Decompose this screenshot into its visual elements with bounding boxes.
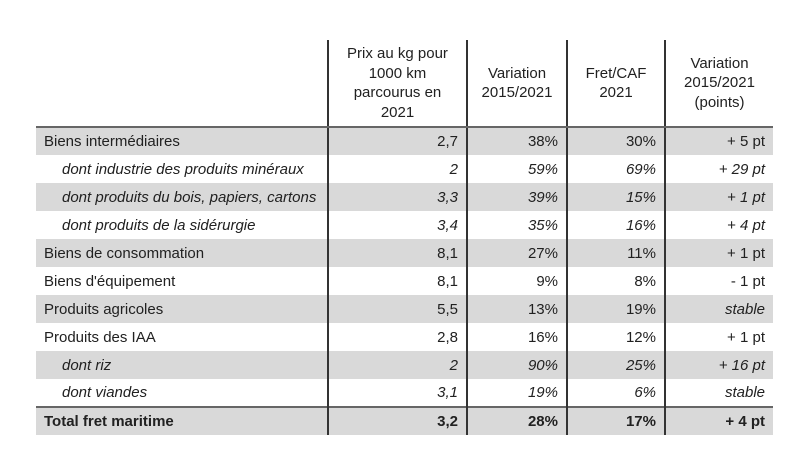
cell-points: stable: [664, 379, 773, 407]
cell-prix: 8,1: [327, 239, 467, 267]
table-row: Biens de consommation 8,1 27% 11% + 1 pt: [36, 239, 773, 267]
row-label: dont viandes: [62, 384, 148, 401]
cell-prix: 2,8: [327, 323, 467, 351]
row-label: Produits des IAA: [44, 328, 156, 346]
table-row: dont viandes 3,1 19% 6% stable: [36, 379, 773, 407]
cell-fret: 6%: [566, 379, 665, 407]
cell-variation: 27%: [466, 239, 567, 267]
cell-variation: 16%: [466, 323, 567, 351]
header-row: Prix au kg pour 1000 km parcourus en 202…: [36, 40, 773, 128]
table-row: dont riz 2 90% 25% + 16 pt: [36, 351, 773, 379]
col-header-fret-label: Fret/CAF 2021: [585, 64, 647, 102]
cell-variation: 9%: [466, 267, 567, 295]
row-label: Biens de consommation: [36, 239, 328, 267]
col-header-fret: Fret/CAF 2021: [566, 40, 665, 128]
col-header-prix: Prix au kg pour 1000 km parcourus en 202…: [327, 40, 467, 128]
cell-points: stable: [664, 295, 773, 323]
cell-fret: 19%: [566, 295, 665, 323]
row-label: Biens d'équipement: [44, 272, 176, 290]
cell-points: + 1 pt: [664, 239, 773, 267]
table-body: Biens intermédiaires 2,7 38% 30% + 5 pt …: [36, 127, 773, 435]
cell-points: + 1 pt: [664, 183, 773, 211]
cell-variation: 39%: [466, 183, 567, 211]
cell-variation: 59%: [466, 155, 567, 183]
cell-fret: 11%: [566, 239, 665, 267]
cell-prix: 8,1: [327, 267, 467, 295]
cell-variation: 19%: [466, 379, 567, 407]
col-header-empty: [36, 40, 328, 128]
cell-prix: 2: [327, 155, 467, 183]
cell-fret: 25%: [566, 351, 665, 379]
cell-prix: 3,3: [327, 183, 467, 211]
freight-price-table: Prix au kg pour 1000 km parcourus en 202…: [36, 40, 773, 435]
table-row: dont produits du bois, papiers, cartons …: [36, 183, 773, 211]
cell-points: - 1 pt: [664, 267, 773, 295]
cell-variation: 28%: [466, 406, 567, 435]
cell-fret: 16%: [566, 211, 665, 239]
cell-fret: 69%: [566, 155, 665, 183]
row-label: dont produits du bois, papiers, cartons: [36, 183, 328, 211]
row-label: Produits agricoles: [36, 295, 328, 323]
cell-fret: 8%: [566, 267, 665, 295]
col-header-prix-label: Prix au kg pour 1000 km parcourus en 202…: [347, 45, 448, 121]
table-row: Biens intermédiaires 2,7 38% 30% + 5 pt: [36, 127, 773, 155]
row-label: dont industrie des produits minéraux: [62, 160, 304, 178]
cell-variation: 38%: [466, 127, 567, 155]
cell-fret: 17%: [566, 406, 665, 435]
row-label: dont riz: [36, 351, 328, 379]
table-row: dont produits de la sidérurgie 3,4 35% 1…: [36, 211, 773, 239]
table-row: Produits des IAA 2,8 16% 12% + 1 pt: [36, 323, 773, 351]
cell-points: + 16 pt: [664, 351, 773, 379]
cell-points: + 4 pt: [664, 406, 773, 435]
col-header-points: Variation 2015/2021 (points): [664, 40, 773, 128]
row-label: Total fret maritime: [36, 406, 328, 435]
cell-prix: 3,4: [327, 211, 467, 239]
cell-points: + 5 pt: [664, 127, 773, 155]
cell-prix: 3,1: [327, 379, 467, 407]
cell-fret: 12%: [566, 323, 665, 351]
col-header-variation: Variation 2015/2021: [466, 40, 567, 128]
row-label: Biens intermédiaires: [36, 127, 328, 155]
cell-points: + 29 pt: [664, 155, 773, 183]
cell-prix: 2: [327, 351, 467, 379]
table-row: dont industrie des produits minéraux 2 5…: [36, 155, 773, 183]
cell-prix: 3,2: [327, 406, 467, 435]
cell-prix: 5,5: [327, 295, 467, 323]
table-row: Biens d'équipement 8,1 9% 8% - 1 pt: [36, 267, 773, 295]
col-header-variation-label: Variation 2015/2021: [481, 64, 553, 102]
table-header: Prix au kg pour 1000 km parcourus en 202…: [36, 40, 773, 128]
cell-variation: 13%: [466, 295, 567, 323]
cell-variation: 35%: [466, 211, 567, 239]
cell-variation: 90%: [466, 351, 567, 379]
table-row-total: Total fret maritime 3,2 28% 17% + 4 pt: [36, 406, 773, 435]
row-label: dont produits de la sidérurgie: [62, 216, 256, 234]
cell-fret: 15%: [566, 183, 665, 211]
col-header-points-label: Variation 2015/2021 (points): [684, 54, 755, 111]
cell-points: + 4 pt: [664, 211, 773, 239]
cell-prix: 2,7: [327, 127, 467, 155]
table-row: Produits agricoles 5,5 13% 19% stable: [36, 295, 773, 323]
cell-points: + 1 pt: [664, 323, 773, 351]
cell-fret: 30%: [566, 127, 665, 155]
